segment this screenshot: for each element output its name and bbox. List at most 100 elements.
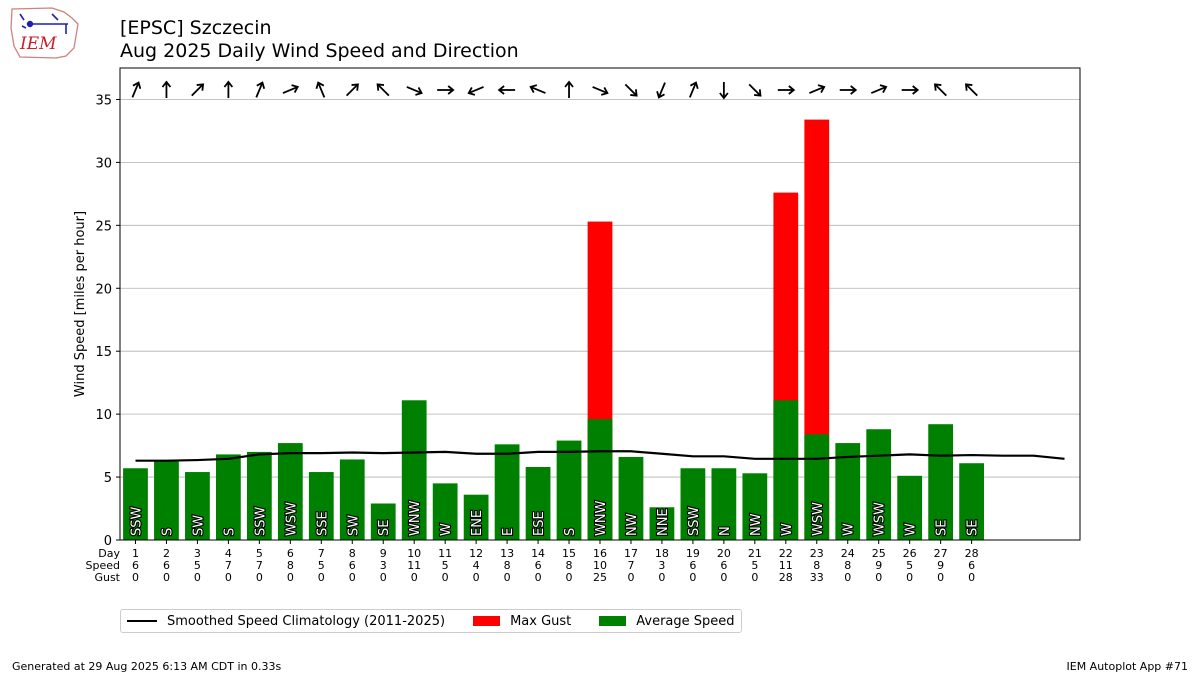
arrow-head [600,87,609,96]
arrow-shaft [592,86,607,94]
row-label: Day [98,547,120,560]
avg-speed-bar [897,475,923,540]
gust-label: 28 [779,571,793,584]
day-label: 12 [469,547,483,560]
gust-label: 0 [132,571,139,584]
avg-speed-bar [277,443,303,540]
arrow-shaft [966,84,978,97]
gust-label: 0 [875,571,882,584]
direction-label: SE [966,520,981,536]
direction-label: SE [935,520,950,536]
direction-arrow [933,83,947,97]
gust-label: 0 [163,571,170,584]
avg-speed-bar [339,459,365,540]
arrow-head [376,83,385,91]
arrow-head [912,85,920,95]
direction-label: ENE [470,510,485,536]
avg-speed-bar [618,456,644,540]
logo-text: IEM [19,34,57,54]
direction-arrow [564,80,574,98]
speed-label: 5 [751,559,758,572]
day-label: 6 [287,547,294,560]
arrow-shaft [935,84,947,97]
arrow-head [564,80,574,88]
iem-logo: IEM [10,7,79,59]
day-label: 20 [717,547,731,560]
gust-label: 0 [566,571,573,584]
gust-label: 0 [968,571,975,584]
day-label: 28 [965,547,979,560]
direction-label: S [563,528,578,536]
direction-arrow [748,83,762,97]
gust-label: 0 [225,571,232,584]
arrow-head [630,89,638,97]
avg-speed-bar [308,472,334,540]
day-label: 22 [779,547,793,560]
direction-arrow [282,84,300,94]
arrow-head [132,81,142,90]
arrow-head [689,81,699,90]
gust-label: 0 [473,571,480,584]
avg-speed-bar [185,472,210,540]
x-axis-table: DaySpeedGust1602603504705706807508609301… [86,540,979,584]
direction-arrow [809,84,826,94]
arrow-head [933,83,942,91]
chart-title-period: Aug 2025 Daily Wind Speed and Direction [120,40,519,62]
direction-arrows [131,80,978,100]
arrow-head [291,84,300,93]
gust-label: 0 [751,571,758,584]
day-label: 19 [686,547,700,560]
y-tick-label: 10 [95,408,112,423]
y-tick-label: 30 [95,156,112,171]
legend-swatch-climatology [127,620,157,622]
gust-label: 0 [194,571,201,584]
direction-arrow [223,80,234,98]
speed-label: 8 [504,559,511,572]
day-label: 2 [163,547,170,560]
direction-label: SE [377,520,392,536]
day-label: 21 [748,547,762,560]
direction-label: ESE [532,511,547,536]
direction-arrow [437,85,455,95]
arrow-shaft [317,83,326,98]
direction-label: SSE [315,511,330,536]
speed-label: 6 [689,559,696,572]
arrow-head [529,84,538,93]
wind-chart: SSW S SW S SSW WSW SSE SW SE WNW W ENE E ESE S WNW NW NNE… [73,67,1081,584]
direction-label: W [904,523,919,536]
arrow-head [788,85,796,95]
direction-label: SSW [687,506,702,536]
avg-speed-bar [866,429,892,540]
direction-arrow [777,85,796,95]
avg-speed-bar [525,466,551,540]
arrow-shaft [377,84,390,97]
gust-label: 0 [906,571,913,584]
direction-arrow [255,81,266,98]
day-label: 27 [934,547,948,560]
avg-speed-bar [804,434,830,540]
arrow-shaft [469,86,484,94]
climatology-line [135,450,1065,462]
speed-label: 9 [875,559,882,572]
chart-title-station: [EPSC] Szczecin [120,17,272,39]
direction-label: WSW [873,502,888,536]
avg-speed-bar [680,468,706,540]
day-label: 14 [531,547,545,560]
arrow-head [223,80,234,88]
avg-speed-bar [246,451,272,540]
direction-labels: SSW S SW S SSW WSW SSE SW SE WNW W ENE E ESE S WNW NW NNE… [128,499,981,537]
speed-label: 6 [132,559,139,572]
arrow-head [719,92,729,100]
arrow-head [850,85,858,95]
day-label: 7 [318,547,325,560]
y-tick-label: 0 [104,534,112,549]
gust-label: 0 [535,571,542,584]
direction-arrow [497,85,516,95]
direction-label: N [718,526,733,536]
speed-label: 7 [225,559,232,572]
speed-label: 8 [813,559,820,572]
climatology-polyline [135,450,1065,462]
direction-arrow [592,86,609,96]
arrow-shaft [531,86,546,94]
avg-speed-bar [773,400,799,540]
